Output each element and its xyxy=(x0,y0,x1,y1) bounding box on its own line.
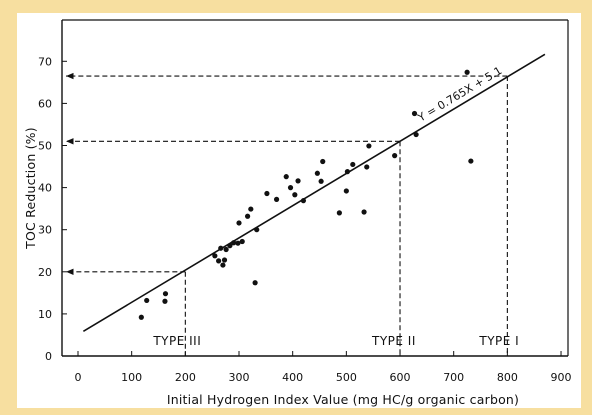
data-point xyxy=(318,178,324,184)
data-point xyxy=(361,209,367,215)
data-point xyxy=(162,298,168,304)
data-point xyxy=(252,280,258,286)
data-point xyxy=(162,291,169,297)
data-point xyxy=(236,220,242,226)
data-point xyxy=(464,69,470,75)
y-tick-label: 50 xyxy=(38,140,52,153)
data-point xyxy=(336,210,342,216)
y-tick-label: 70 xyxy=(38,55,52,68)
data-point xyxy=(350,161,356,168)
x-tick-label: 900 xyxy=(551,371,572,384)
data-point xyxy=(392,153,398,159)
type-iii-label: TYPE III xyxy=(152,334,201,348)
data-point xyxy=(295,178,301,184)
data-point xyxy=(314,170,320,176)
type-ii-label: TYPE II xyxy=(371,334,416,348)
data-point xyxy=(287,185,294,191)
data-point xyxy=(223,246,229,253)
data-point xyxy=(468,158,474,164)
data-point xyxy=(231,240,237,246)
data-point xyxy=(248,206,254,212)
y-tick-label: 60 xyxy=(38,97,52,110)
x-axis-title: Initial Hydrogen Index Value (mg HC/g or… xyxy=(167,392,519,407)
chart-panel xyxy=(17,13,581,408)
data-point xyxy=(300,198,307,204)
data-point xyxy=(411,110,418,117)
data-point xyxy=(244,213,251,219)
data-point xyxy=(227,243,233,249)
y-tick-label: 10 xyxy=(38,308,52,321)
data-point xyxy=(212,253,218,259)
x-tick-label: 600 xyxy=(390,371,411,384)
data-point xyxy=(366,143,372,149)
data-point xyxy=(273,196,280,202)
data-point xyxy=(413,131,419,138)
x-tick-label: 500 xyxy=(336,371,357,384)
data-point xyxy=(216,258,222,264)
data-point xyxy=(343,188,349,194)
y-tick-label: 20 xyxy=(38,266,52,279)
x-tick-label: 400 xyxy=(282,371,303,384)
x-tick-label: 0 xyxy=(75,371,82,384)
data-point xyxy=(239,238,245,245)
y-tick-label: 30 xyxy=(38,224,52,237)
x-tick-label: 300 xyxy=(229,371,250,384)
data-point xyxy=(364,164,370,170)
data-point xyxy=(292,192,298,198)
x-tick-label: 100 xyxy=(121,371,142,384)
data-point xyxy=(320,158,326,165)
data-point xyxy=(254,227,260,233)
y-axis-title: TOC Reduction (%) xyxy=(23,127,38,250)
y-tick-label: 40 xyxy=(38,182,52,195)
data-point xyxy=(264,190,270,197)
data-point xyxy=(138,314,144,320)
data-point xyxy=(235,240,241,246)
type-i-label: TYPE I xyxy=(478,334,519,348)
data-point xyxy=(221,257,228,263)
x-tick-label: 200 xyxy=(175,371,196,384)
data-point xyxy=(220,262,226,268)
data-point xyxy=(144,297,150,304)
data-point xyxy=(283,174,289,180)
x-tick-label: 700 xyxy=(443,371,464,384)
regression-line xyxy=(82,53,546,332)
x-tick-label: 800 xyxy=(497,371,518,384)
data-point xyxy=(218,245,224,251)
y-tick-label: 0 xyxy=(45,350,52,363)
data-point xyxy=(344,169,351,175)
